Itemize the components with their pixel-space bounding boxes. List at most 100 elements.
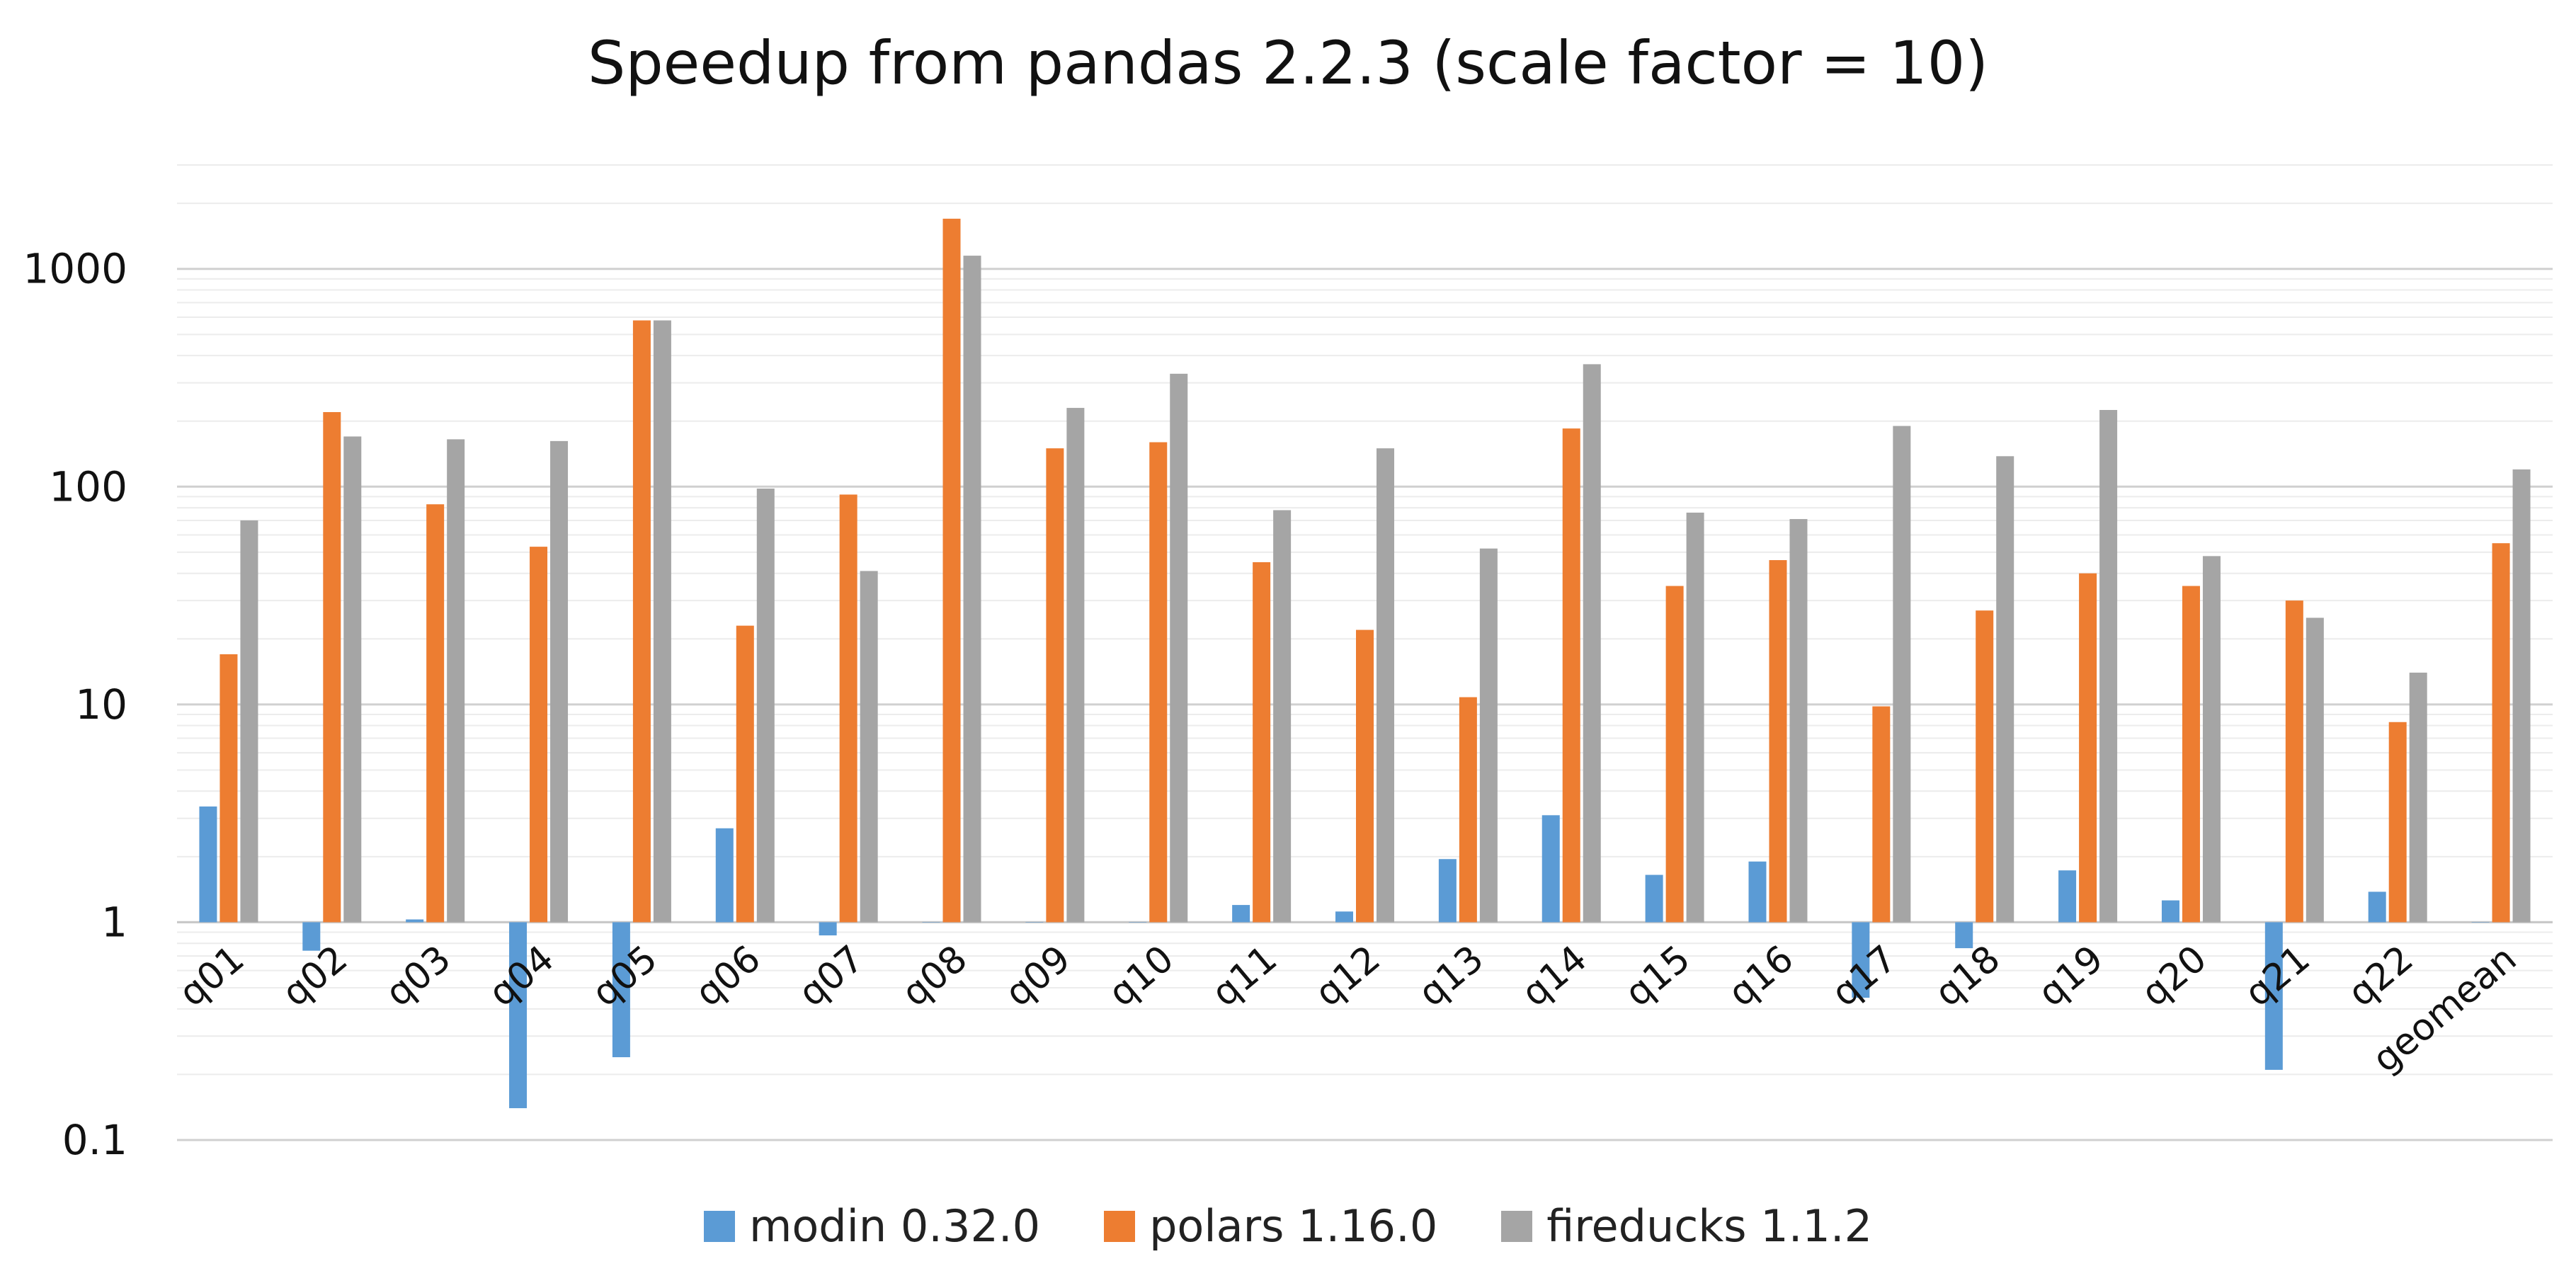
bar-modin-q02 [302,922,321,951]
bar-modin-q04 [509,922,528,1109]
x-tick-label: q22 [2340,937,2422,1015]
bar-polars-q05 [632,320,651,923]
x-tick-label: q10 [1101,937,1182,1015]
y-tick-label: 0.1 [62,1116,127,1164]
legend-swatch-fireducks [1501,1210,1533,1242]
bar-polars-q12 [1356,629,1374,923]
x-tick-label: q07 [791,937,872,1015]
bar-modin-q07 [819,922,837,936]
x-tick-label: q16 [1721,937,1802,1015]
bar-fireducks-q08 [963,256,981,923]
bar-polars-geomean [2492,543,2510,923]
bar-polars-q01 [220,654,238,923]
bar-polars-q04 [530,547,548,923]
bar-modin-q03 [406,919,424,923]
y-tick-label: 10 [75,680,127,729]
bar-fireducks-q17 [1893,426,1911,923]
bar-polars-q16 [1769,560,1787,923]
bar-fireducks-q02 [343,436,362,923]
bar-modin-q12 [1335,911,1353,923]
x-tick-label: q19 [2030,937,2111,1015]
bar-modin-q16 [1748,861,1767,923]
x-tick-label: q18 [1927,937,2009,1015]
legend-item-fireducks[interactable]: fireducks 1.1.2 [1501,1200,1872,1252]
x-tick-label: q02 [275,937,356,1015]
x-tick-label: q08 [894,937,976,1015]
bar-fireducks-q22 [2409,672,2427,923]
x-tick-label: q05 [584,937,666,1015]
bars [199,218,2531,1109]
x-tick-label: q12 [1307,937,1389,1015]
bar-fireducks-q04 [550,440,569,923]
bar-polars-q21 [2285,600,2303,923]
bar-polars-q15 [1665,586,1684,923]
bar-modin-geomean [2471,922,2490,923]
bar-fireducks-geomean [2512,469,2531,923]
bar-polars-q22 [2388,722,2407,923]
bar-polars-q17 [1872,706,1891,923]
bar-modin-q22 [2368,891,2386,923]
bar-modin-q14 [1541,815,1560,923]
x-tick-label: q20 [2133,937,2215,1015]
x-tick-label: q06 [688,937,769,1015]
x-tick-label: q17 [1824,937,1905,1015]
bar-polars-q10 [1149,442,1168,923]
bar-polars-q14 [1562,428,1580,923]
bar-modin-q21 [2264,922,2283,1070]
legend-label-fireducks: fireducks 1.1.2 [1546,1200,1873,1252]
bar-fireducks-q10 [1170,373,1188,923]
bar-fireducks-q07 [860,571,878,923]
bar-fireducks-q14 [1583,364,1601,923]
bar-modin-q11 [1232,905,1250,923]
bar-polars-q06 [736,625,754,923]
x-tick-label: q03 [377,937,459,1015]
legend-swatch-modin [703,1210,735,1242]
bar-fireducks-q11 [1273,510,1292,923]
legend-item-polars[interactable]: polars 1.16.0 [1104,1200,1437,1252]
bar-fireducks-q03 [447,439,465,923]
y-tick-label: 1 [101,898,127,946]
bar-fireducks-q20 [2202,556,2221,923]
bar-polars-q20 [2182,586,2200,923]
bar-modin-q13 [1438,859,1457,923]
bar-modin-q19 [2058,870,2077,923]
x-tick-label: q14 [1514,937,1595,1015]
x-tick-label: q13 [1410,937,1492,1015]
bar-polars-q11 [1253,562,1271,923]
x-tick-label: q04 [481,937,562,1015]
legend-swatch-polars [1104,1210,1136,1242]
bar-modin-q10 [1129,922,1147,923]
bar-fireducks-q19 [2099,409,2118,923]
legend-item-modin[interactable]: modin 0.32.0 [703,1200,1041,1252]
bar-fireducks-q09 [1066,408,1085,923]
bar-polars-q07 [839,494,857,923]
x-tick-label: q11 [1204,937,1285,1015]
bar-modin-q09 [1025,922,1044,923]
y-tick-label: 1000 [23,245,127,293]
bar-polars-q02 [323,411,341,923]
bar-polars-q08 [942,218,961,923]
legend: modin 0.32.0 polars 1.16.0 fireducks 1.1… [0,1200,2576,1252]
chart-title: Speedup from pandas 2.2.3 (scale factor … [588,28,1988,98]
bar-modin-q08 [922,922,940,923]
bar-modin-q06 [715,828,734,923]
legend-label-polars: polars 1.16.0 [1149,1200,1438,1252]
bar-fireducks-q21 [2306,617,2324,923]
bar-polars-q09 [1046,448,1064,923]
bar-polars-q03 [426,504,445,923]
bar-fireducks-q06 [756,489,775,923]
x-tick-label: q15 [1617,937,1699,1015]
bar-fireducks-q13 [1479,548,1498,923]
x-tick-label: q09 [998,937,1079,1015]
y-axis-ticks: 0.1 1 10 100 1000 [23,245,127,1164]
bar-fireducks-q15 [1686,512,1704,923]
bar-fireducks-q05 [653,320,671,923]
bar-modin-q18 [1955,922,1973,949]
bar-fireducks-q12 [1377,448,1394,923]
legend-label-modin: modin 0.32.0 [748,1200,1041,1252]
bar-modin-q15 [1645,874,1663,923]
bar-fireducks-q16 [1789,519,1808,923]
x-tick-label: q21 [2237,937,2318,1015]
bar-modin-q20 [2161,900,2179,923]
